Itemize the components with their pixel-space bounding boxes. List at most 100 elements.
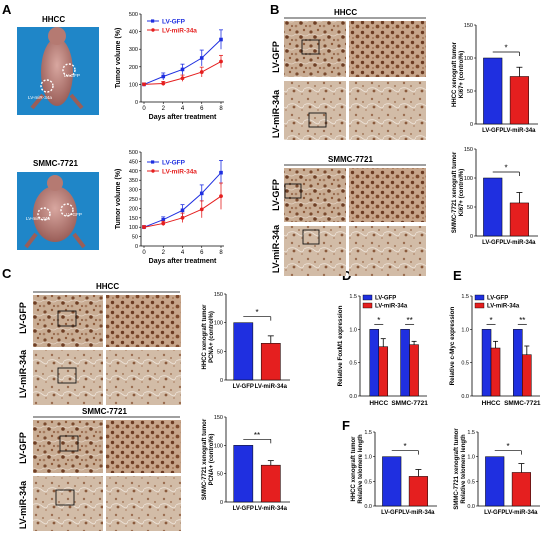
y-tick-label: 0: [220, 378, 223, 384]
data-point: [180, 67, 185, 72]
y-tick-label: 500: [129, 12, 138, 18]
legend-label: LV-GFP: [375, 296, 396, 302]
y-axis-label: Relative FoxM1 expression: [337, 305, 344, 386]
y-tick-label: 0.0: [467, 504, 475, 510]
y-tick-label: 1.0: [467, 455, 475, 461]
legend-marker: [151, 19, 155, 23]
x-tick-label: LV-GFP: [233, 506, 254, 512]
ihc-grid-c-smmc: SMMC-7721 LV-GFP LV-miR-34a: [18, 407, 181, 531]
bar-LV-GFP: [382, 456, 402, 507]
ihc-zoom-image: [349, 81, 426, 140]
ihc-zoom-image: [106, 420, 181, 473]
y-tick-label: 200: [129, 65, 138, 71]
legend-swatch: [362, 302, 373, 309]
x-tick-label: LV-GFP: [482, 128, 503, 134]
y-tick-label: 50: [217, 472, 223, 478]
ihc-row-label-b-hhcc-mir: LV-miR-34a: [271, 89, 281, 138]
y-tick-label: 150: [214, 292, 223, 298]
data-point: [161, 81, 166, 86]
y-axis-label-line: HHCC xenograft tumor: [202, 304, 208, 370]
data-point: [180, 215, 185, 220]
y-tick-label: 1.5: [467, 430, 475, 436]
x-tick-label: 8: [219, 106, 223, 112]
bar-SMMC-7721-LV-miR-34a: [522, 354, 532, 397]
y-tick-label: 0: [135, 100, 138, 106]
data-point: [199, 70, 204, 74]
bar-LV-miR-34a: [511, 472, 531, 507]
ihc-image: [33, 420, 103, 473]
legend-label: LV-miR-34a: [162, 168, 197, 175]
x-tick-label: LV-GFP: [484, 510, 505, 516]
y-tick-label: 300: [129, 47, 138, 53]
y-tick-label: 0.0: [364, 504, 372, 510]
ihc-image: [33, 476, 103, 531]
mouse-label-hhcc: HHCC: [42, 15, 65, 24]
data-point: [180, 76, 185, 81]
x-tick-label: 8: [219, 250, 223, 256]
bar-LV-GFP: [233, 322, 254, 381]
data-point: [219, 194, 223, 199]
data-point: [199, 207, 204, 212]
mouse-tag-mir-smmc: LV-miR-34a: [26, 216, 50, 221]
legend-swatch: [474, 302, 485, 309]
x-tick-label: HHCC: [482, 400, 501, 407]
mouse-tag-gfp-hhcc: LV-GFP: [64, 73, 80, 78]
data-point: [199, 56, 204, 60]
x-tick-label: LV-miR-34a: [503, 128, 536, 134]
y-axis-label-line: HHCC xenograft tumor: [351, 436, 357, 502]
ihc-row-label-c-smmc-mir: LV-miR-34a: [18, 480, 28, 529]
significance-marker: *: [404, 442, 407, 451]
bar-LV-GFP: [483, 177, 503, 237]
y-tick-label: 400: [129, 30, 138, 36]
significance-marker: *: [505, 164, 508, 173]
ihc-grid-c-hhcc: HHCC LV-GFP LV-miR-34a: [18, 282, 181, 405]
x-tick-label: LV-GFP: [482, 240, 503, 246]
significance-marker: *: [255, 308, 258, 317]
bar-HHCC-LV-GFP: [481, 329, 492, 397]
ihc-image: [33, 295, 103, 347]
ihc-zoom-image: [349, 21, 426, 77]
x-tick-label: 0: [142, 106, 146, 112]
bar-SMMC-7721-LV-GFP: [513, 329, 523, 397]
x-tick-label: HHCC: [369, 400, 388, 407]
bar-chart-F-left: 0.0 0.5 1.0 1.5 LV-GFP LV-miR-34a * HHCC xenogr…: [351, 430, 437, 516]
legend-swatch: [362, 294, 373, 301]
y-tick-label: 500: [129, 150, 138, 156]
y-tick-label: 100: [129, 82, 138, 88]
legend-label: LV-GFP: [162, 18, 186, 25]
bar-LV-miR-34a: [260, 464, 281, 503]
significance-marker: *: [507, 442, 510, 451]
panel-letter-f: F: [342, 418, 350, 433]
ihc-title-c-hhcc: HHCC: [96, 282, 119, 291]
ihc-image: [284, 168, 346, 222]
x-tick-label: SMMC-7721: [391, 400, 428, 407]
bar-SMMC-7721-LV-GFP: [400, 329, 410, 397]
x-tick-label: LV-GFP: [381, 510, 402, 516]
y-tick-label: 300: [129, 188, 138, 194]
ihc-zoom-image: [349, 226, 426, 276]
bar-chart-B-bottom: 0 50 100 150 LV-GFP LV-miR-34a * SMMC-7721 xeno…: [452, 147, 538, 246]
mouse-tag-gfp-smmc: LV-GFP: [66, 212, 82, 217]
ihc-row-label-c-smmc-gfp: LV-GFP: [18, 432, 28, 464]
x-tick-label: LV-miR-34a: [503, 240, 536, 246]
legend-label: LV-miR-34a: [162, 27, 197, 34]
mouse-photo-hhcc: HHCC LV-GFP LV-miR-34a: [17, 15, 99, 115]
bar-chart-B-top: 0 50 100 150 LV-GFP LV-miR-34a * HHCC xenograft…: [452, 23, 538, 134]
mouse-label-smmc: SMMC-7721: [33, 159, 78, 168]
x-tick-label: LV-miR-34a: [255, 384, 288, 390]
bar-SMMC-7721-LV-miR-34a: [409, 344, 419, 397]
ihc-zoom-image: [106, 476, 181, 531]
data-point: [161, 217, 166, 222]
y-tick-label: 100: [464, 176, 473, 182]
x-tick-label: LV-miR-34a: [402, 510, 435, 516]
y-tick-label: 0: [470, 234, 473, 240]
y-tick-label: 50: [467, 89, 473, 95]
y-tick-label: 1.0: [349, 327, 357, 333]
panel-letter-e: E: [453, 268, 462, 283]
y-tick-label: 0: [135, 244, 138, 250]
bar-LV-miR-34a: [509, 202, 529, 237]
line-chart-A-bottom: 0 50 100 150 200 250 300 350 400 450 500 0 2 4 6 8Days …: [115, 150, 224, 265]
ihc-title-c-smmc: SMMC-7721: [82, 407, 127, 416]
